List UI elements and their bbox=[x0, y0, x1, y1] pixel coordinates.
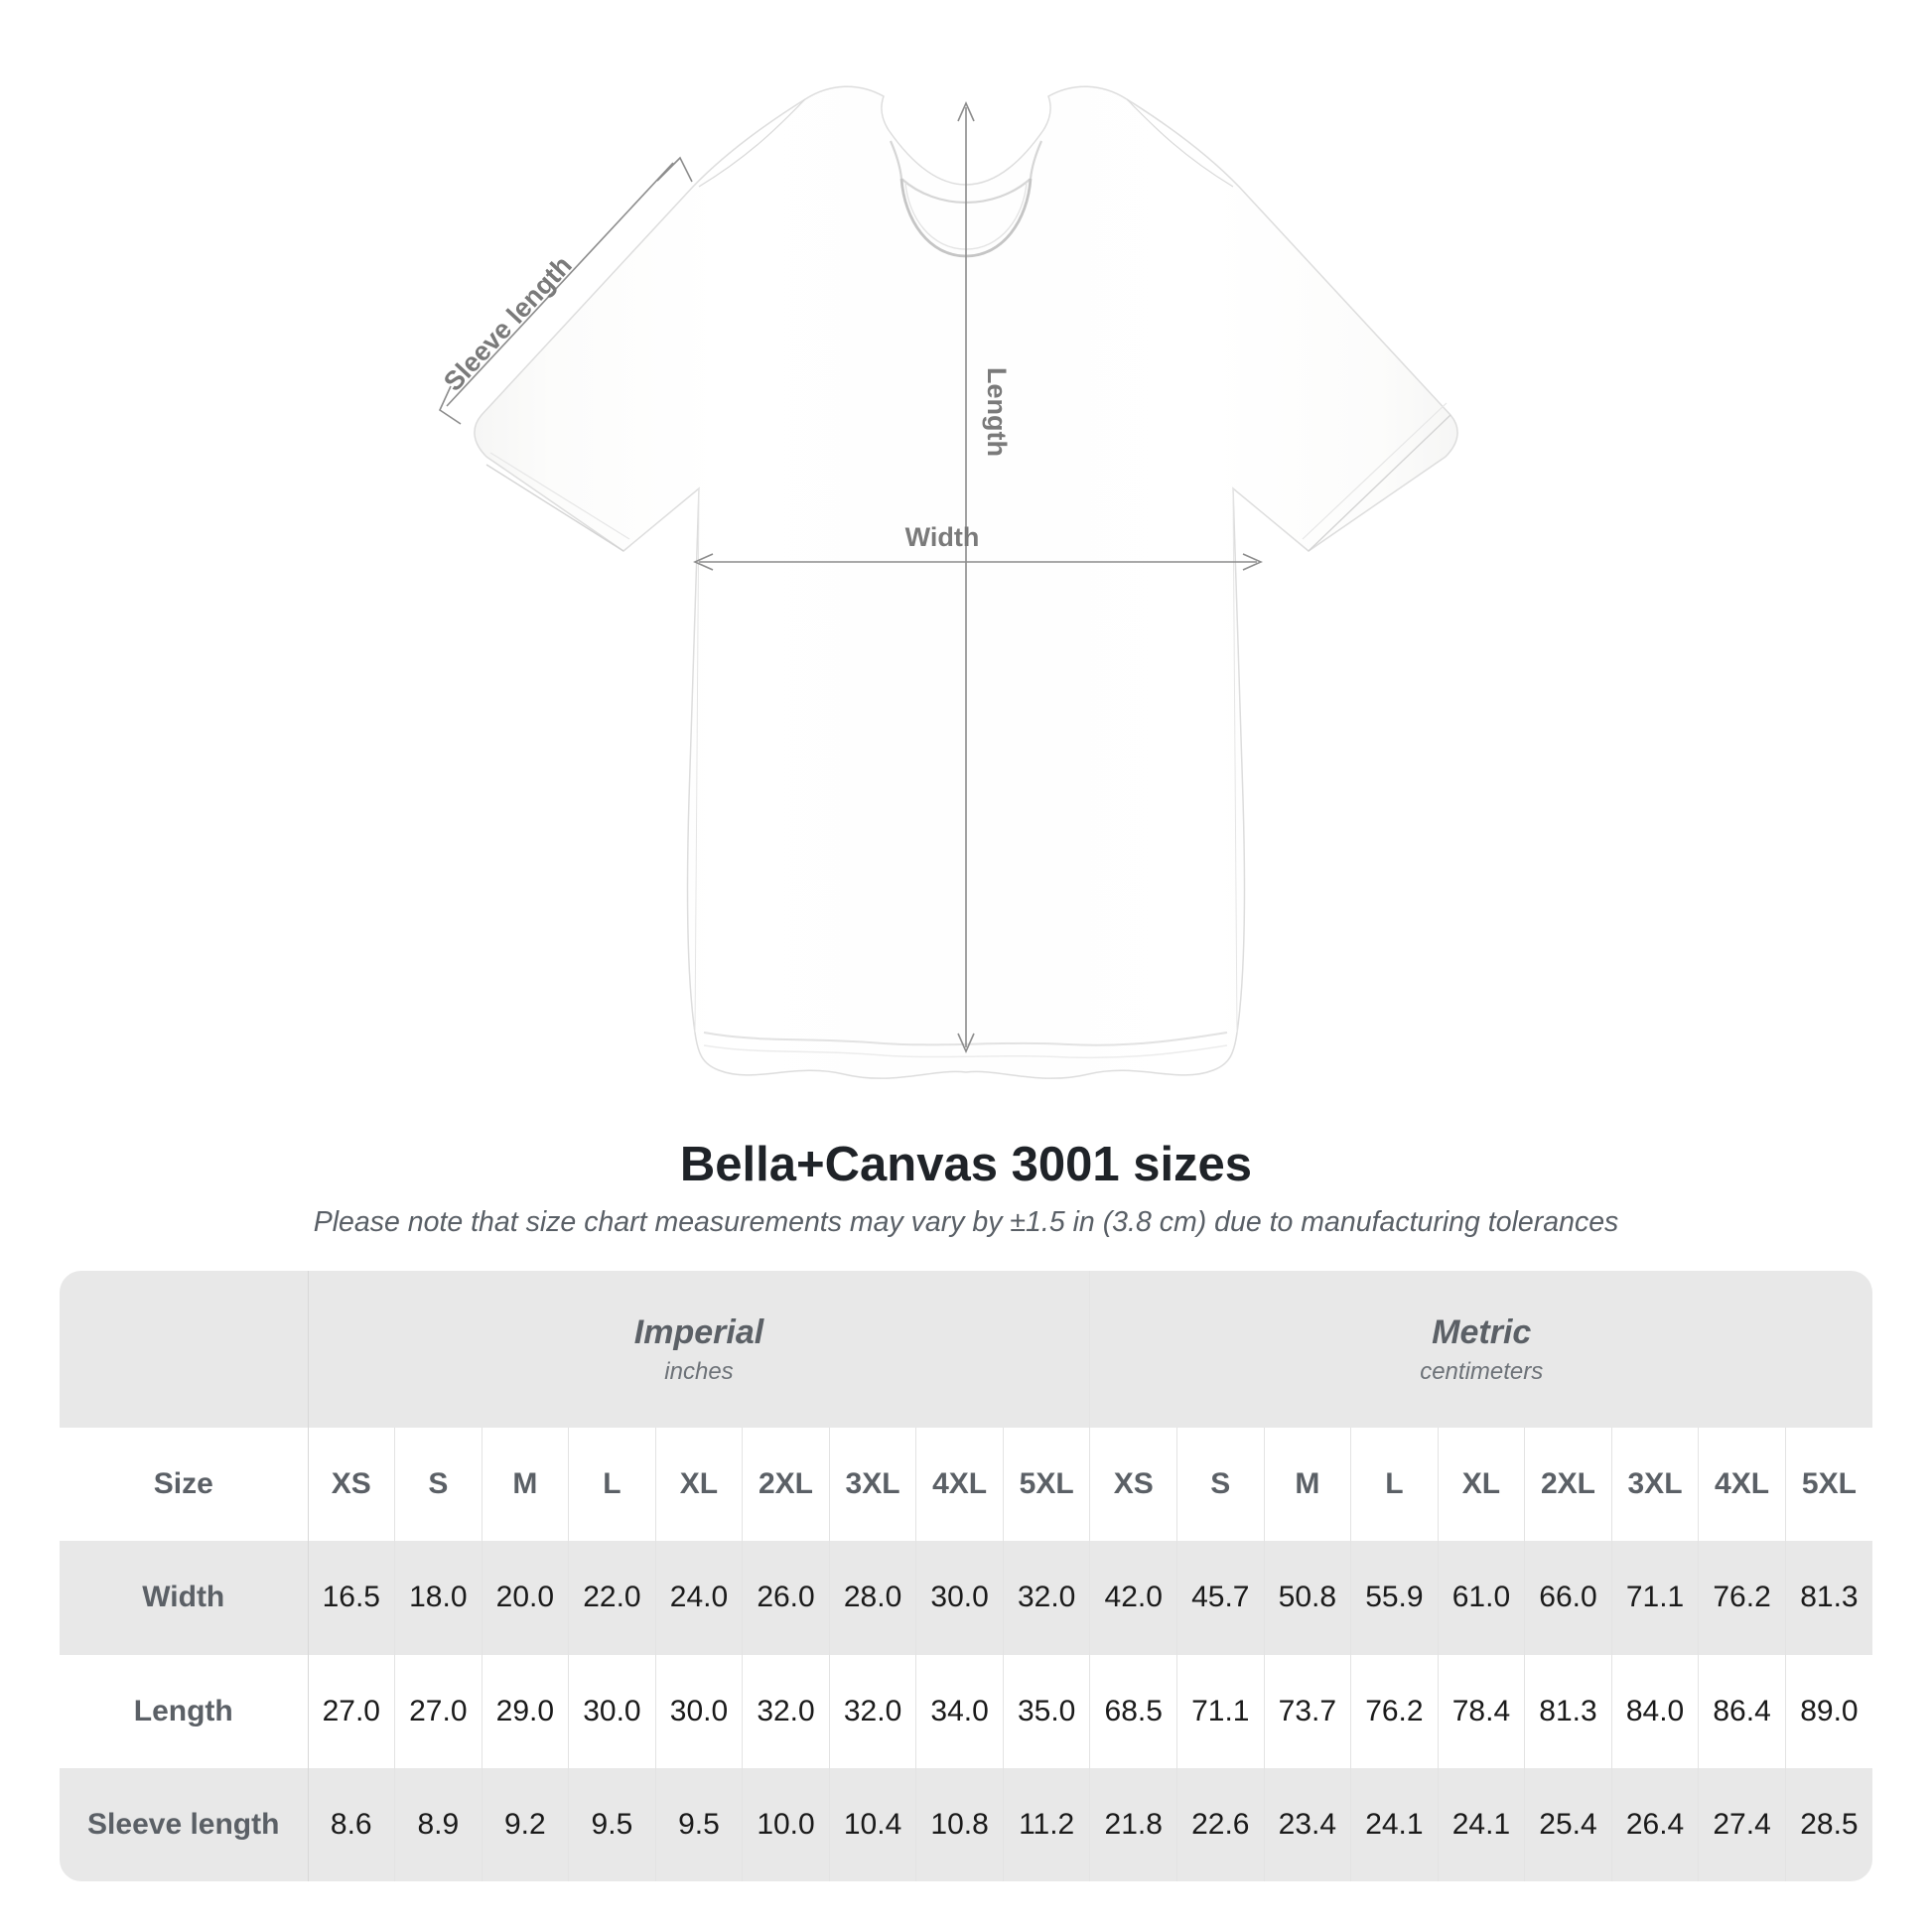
svg-text:Length: Length bbox=[982, 367, 1012, 457]
svg-text:Width: Width bbox=[905, 522, 980, 552]
